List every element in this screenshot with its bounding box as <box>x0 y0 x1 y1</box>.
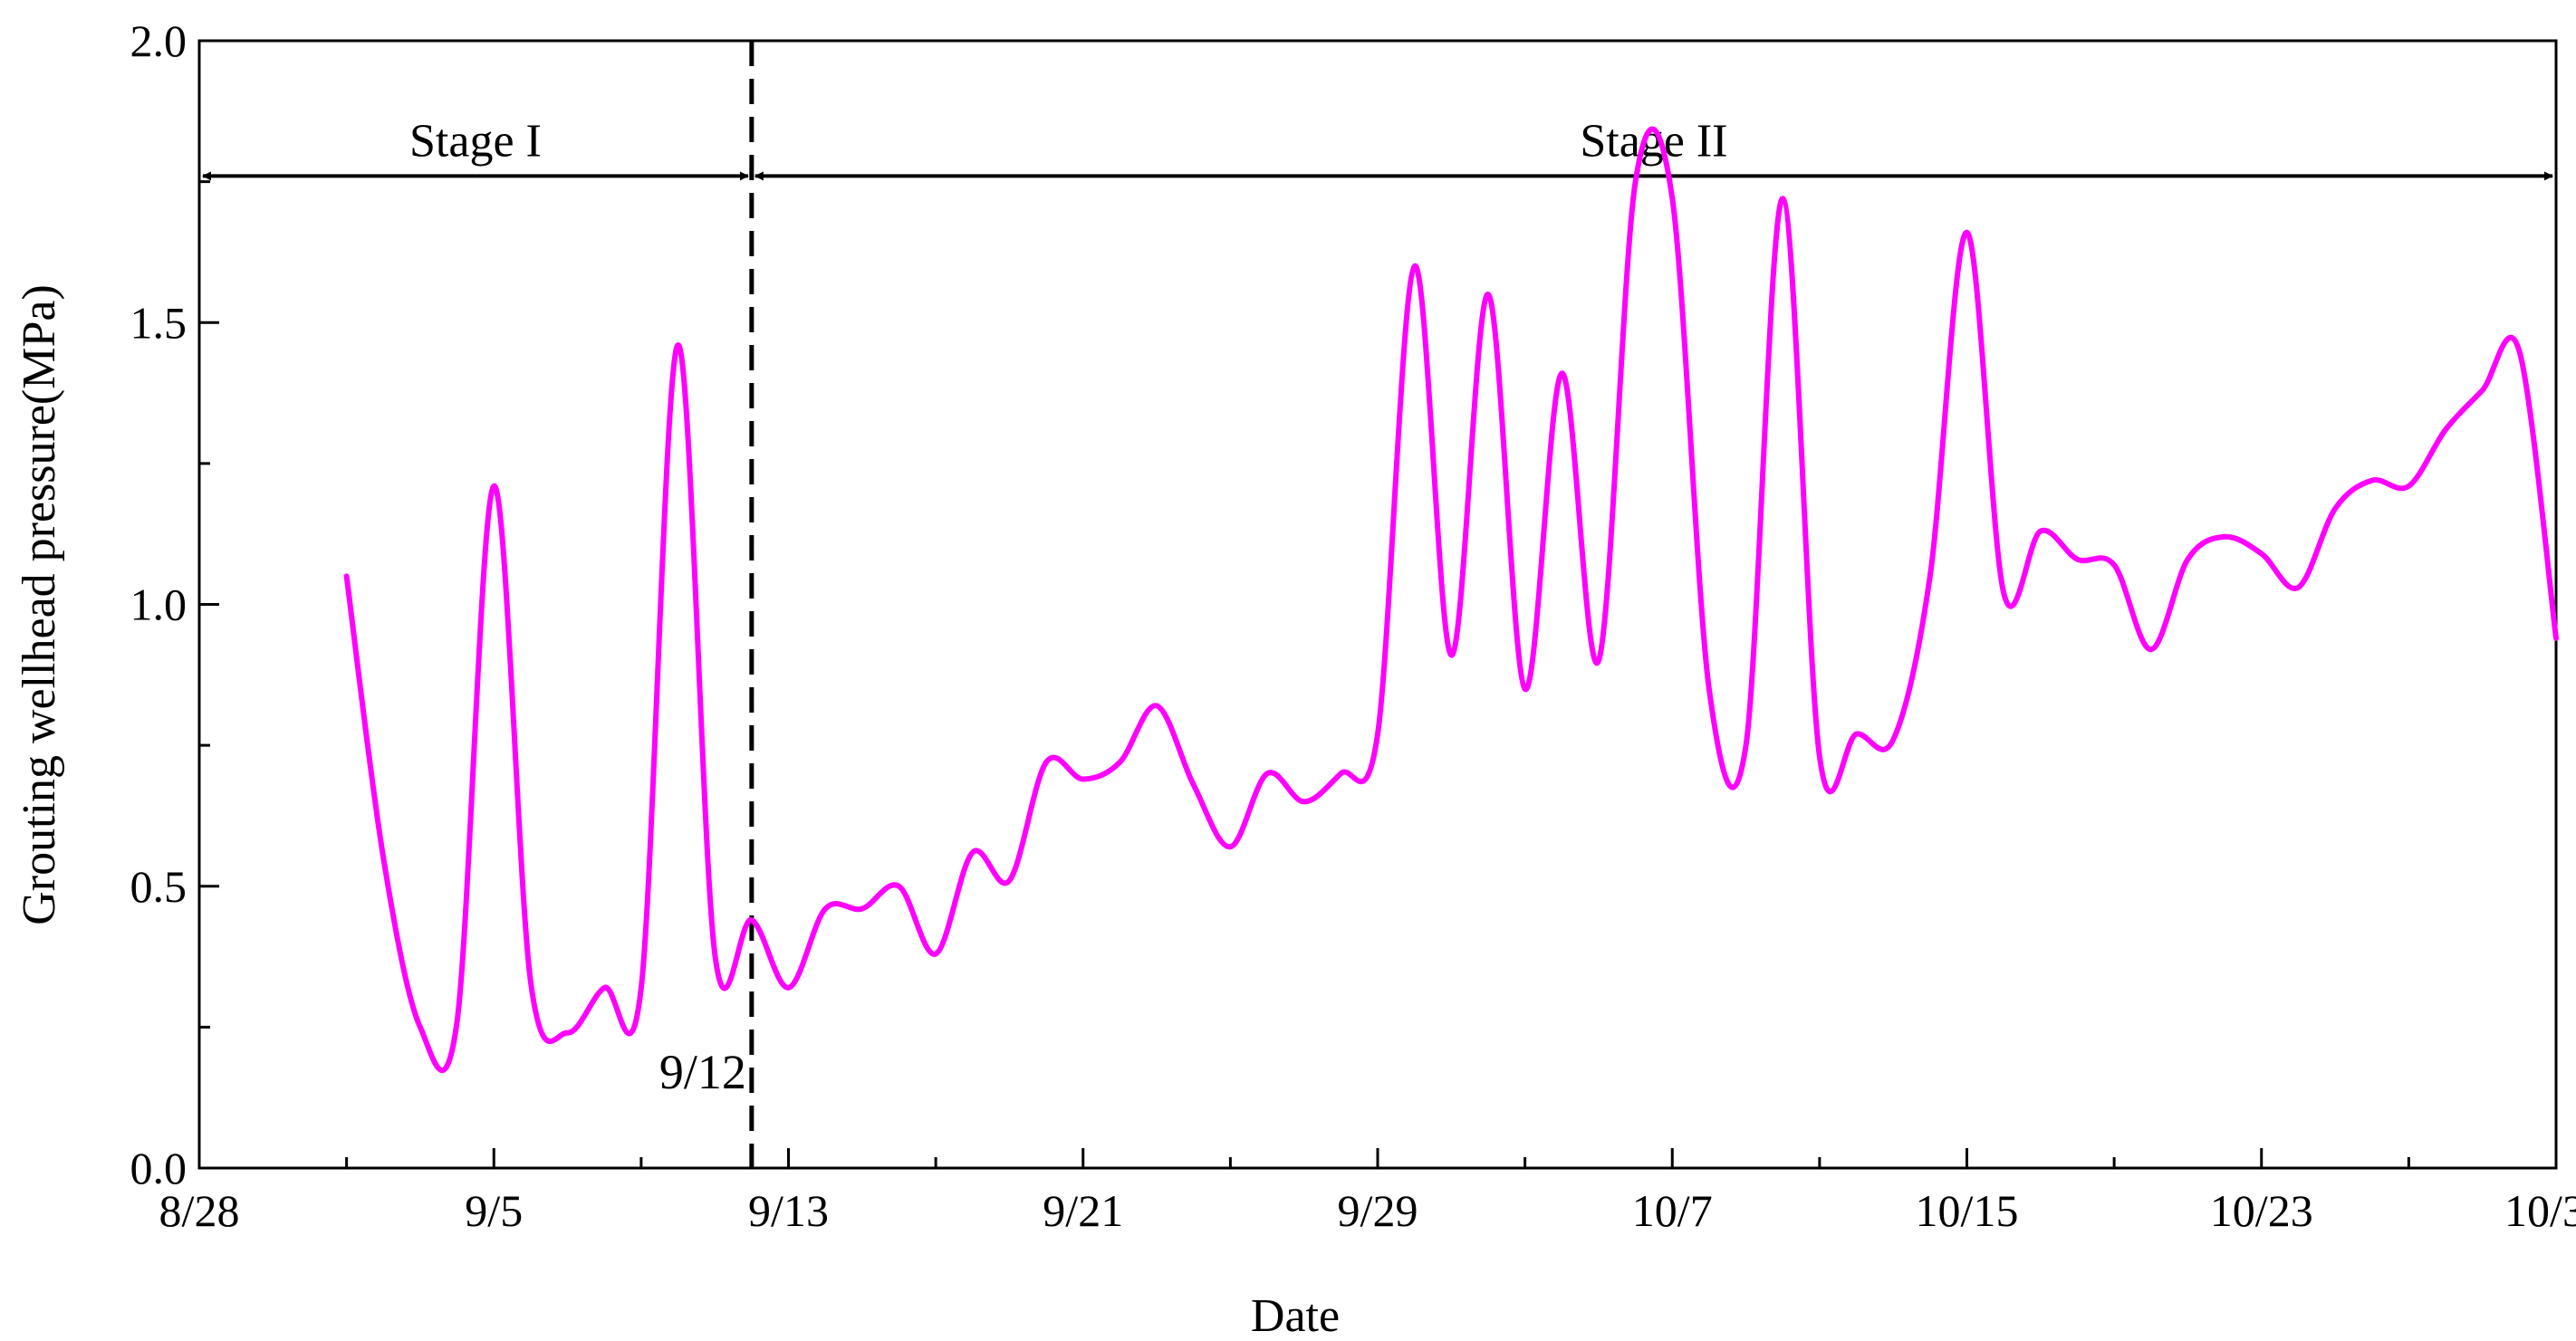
x-tick-label: 9/5 <box>465 1185 523 1236</box>
x-tick-label: 10/23 <box>2210 1185 2313 1236</box>
y-tick-label: 1.5 <box>130 297 187 348</box>
x-tick-label: 9/21 <box>1043 1185 1123 1236</box>
plot-frame <box>197 39 2558 1170</box>
stage-arrows: Stage I Stage II <box>202 115 2553 181</box>
pressure-series-line <box>343 126 2559 1074</box>
y-tick-label: 1.0 <box>130 580 187 630</box>
x-axis-ticks: 8/28 9/5 9/13 9/21 9/29 10/7 10/15 10/23 10/31 <box>159 1148 2576 1236</box>
y-tick-label: 2.0 <box>130 15 187 66</box>
x-tick-label: 9/13 <box>748 1185 829 1236</box>
y-tick-label: 0.5 <box>130 861 187 912</box>
x-tick-label: 10/15 <box>1916 1185 2019 1236</box>
x-tick-label: 10/7 <box>1632 1185 1713 1236</box>
stage-label: Stage I <box>409 115 542 167</box>
y-axis-title: Grouting wellhead pressure(MPa) <box>14 284 65 925</box>
divider-date-label: 9/12 <box>659 1045 746 1099</box>
x-tick-label: 9/29 <box>1338 1185 1418 1236</box>
y-axis-ticks: 0.0 0.5 1.0 1.5 2.0 <box>130 15 219 1193</box>
stage-label: Stage II <box>1580 115 1727 167</box>
x-axis-title: Date <box>1251 1290 1340 1341</box>
x-tick-label: 10/31 <box>2504 1185 2576 1236</box>
x-tick-label: 8/28 <box>159 1185 240 1236</box>
y-tick-label: 0.0 <box>130 1143 187 1193</box>
